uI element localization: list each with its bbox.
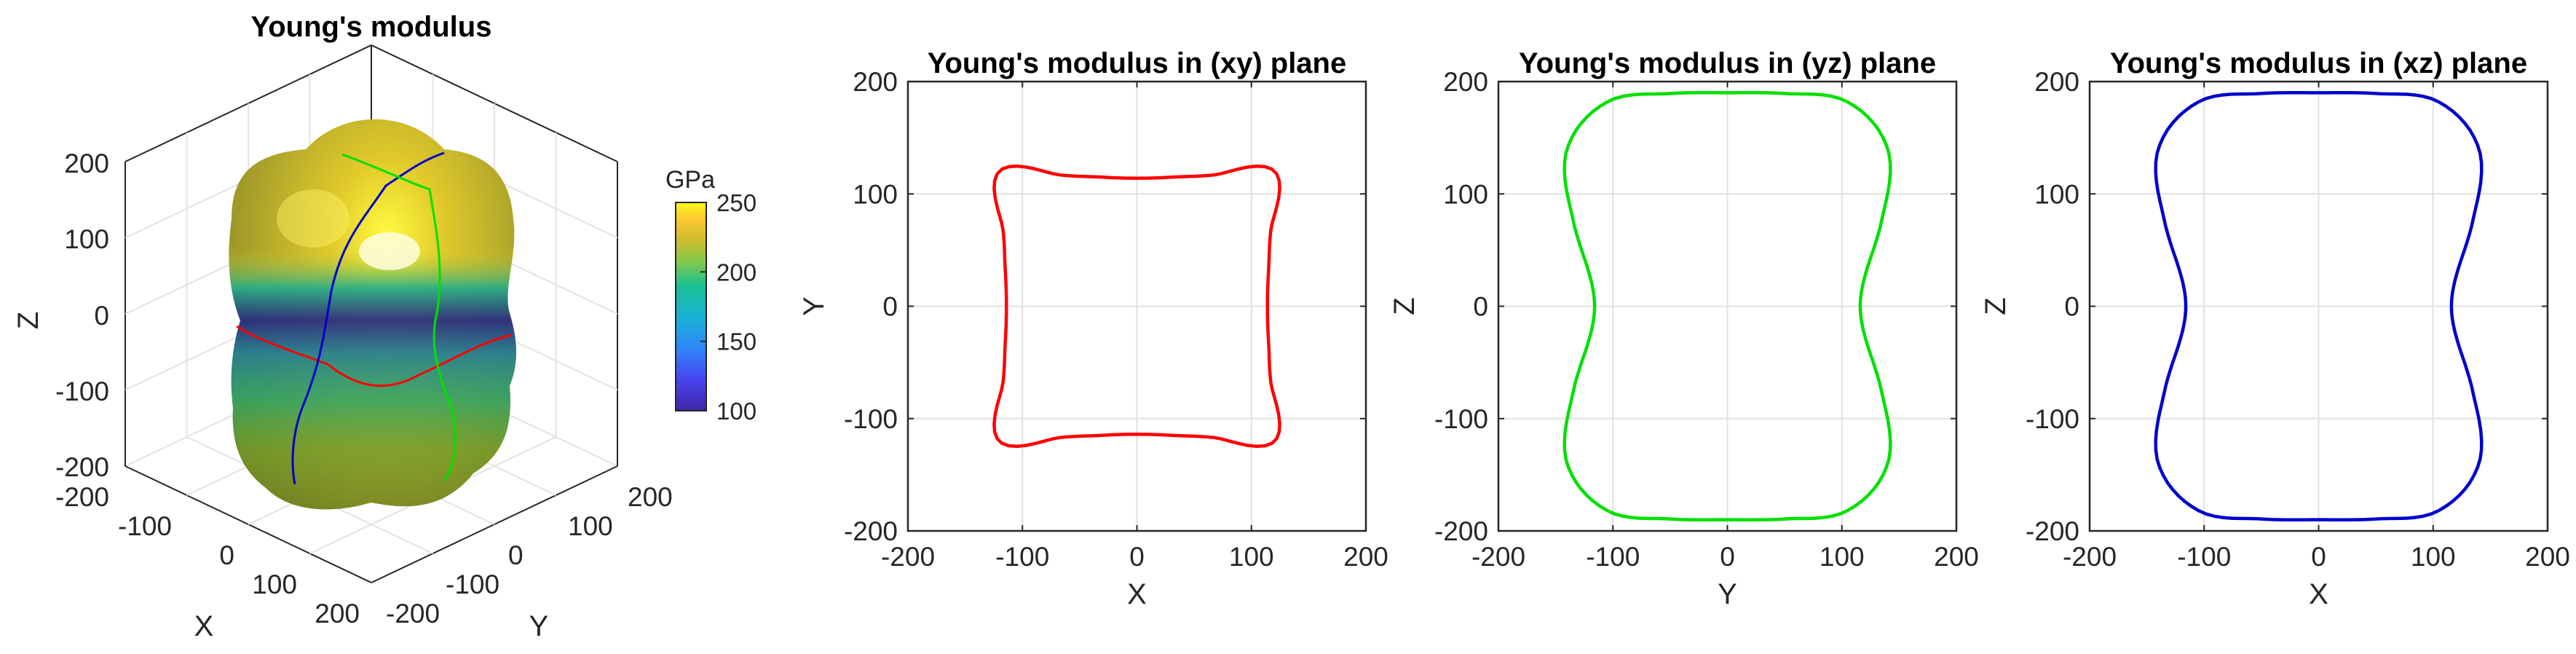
x-tick: -100 (118, 511, 172, 541)
x-tick-label: -200 (881, 542, 935, 572)
y-tick: 100 (568, 511, 613, 541)
y-tick-label: 200 (2034, 67, 2079, 97)
z-tick: 0 (94, 301, 109, 331)
surface-curve-xz (291, 151, 445, 485)
z-tick: -200 (55, 452, 109, 482)
surface-curve-yz (341, 153, 457, 481)
x-axis-ticks: -200 -100 0 100 200 (55, 482, 360, 629)
plane-panel-1: -200 -100 0 100 200 -200 -100 0 100 200 Young's mo… (798, 47, 1388, 610)
y-tick: -200 (386, 599, 440, 629)
y-tick-label: 100 (853, 179, 898, 209)
y-tick-label: 0 (1473, 292, 1488, 322)
y-tick-label: 100 (1443, 179, 1488, 209)
colorbar-tick-label: 200 (716, 259, 756, 285)
x-tick-label: -200 (2063, 542, 2117, 572)
y-tick: 200 (628, 482, 673, 512)
y-tick-label: -100 (2026, 404, 2079, 434)
colorbar-tick-label: 250 (716, 189, 756, 216)
y-tick-label: -100 (1434, 404, 1488, 434)
plane-curve (992, 164, 1281, 449)
y-axis-label: Y (798, 296, 830, 316)
z-tick: 200 (64, 149, 109, 178)
x-tick: 100 (252, 570, 297, 599)
y-tick-label: 200 (853, 67, 898, 97)
z-axis-label: Z (12, 312, 44, 329)
plane-curve (1562, 91, 1892, 521)
plane-title: Young's modulus in (xy) plane (928, 47, 1346, 79)
y-axis-label: Z (1980, 297, 2012, 315)
surface-3d-blob (229, 119, 516, 510)
surface-color-band (229, 119, 516, 510)
x-tick-label: 0 (1129, 542, 1145, 572)
x-axis-label: X (194, 610, 214, 642)
x-axis-label: X (2309, 578, 2328, 610)
plane-curve (2154, 91, 2484, 521)
x-tick-label: 200 (2525, 542, 2570, 572)
y-axis-ticks: -200 -100 0 100 200 (386, 482, 673, 629)
x-tick: -200 (55, 482, 109, 512)
plane-panel-3: -200 -100 0 100 200 -200 -100 0 100 200 Young's mo… (1980, 47, 2570, 610)
z-axis-ticks: 200 100 0 -100 -200 (55, 149, 109, 482)
x-tick: 200 (315, 599, 360, 629)
z-tick: -100 (55, 377, 109, 406)
y-axis-label: Z (1388, 297, 1421, 315)
x-tick-label: 0 (2311, 542, 2326, 572)
y-tick-label: 100 (2034, 179, 2079, 209)
plane-title: Young's modulus in (yz) plane (1519, 47, 1936, 79)
surface-curve-xy (236, 325, 512, 387)
x-tick-label: -100 (2177, 542, 2231, 572)
y-tick: -100 (446, 570, 499, 599)
surface-3d-title: Young's modulus (251, 11, 492, 43)
colorbar-tick-label: 100 (716, 398, 756, 425)
y-tick-label: 0 (2064, 292, 2079, 322)
colorbar-tick-label: 150 (716, 328, 756, 355)
x-tick-label: 100 (2411, 542, 2456, 572)
surface-highlight (359, 232, 420, 270)
y-tick-label: 200 (1443, 67, 1488, 97)
x-tick-label: 200 (1343, 542, 1388, 572)
y-tick-label: -200 (2026, 516, 2079, 546)
x-axis-label: X (1127, 578, 1147, 610)
x-tick-label: -100 (1586, 542, 1640, 572)
colorbar-label: GPa (665, 166, 715, 194)
x-tick-label: 0 (1720, 542, 1735, 572)
y-tick: 0 (508, 540, 524, 570)
colorbar-bar (675, 202, 707, 411)
surface-3d-panel: Young's modulus 200 100 0 (12, 11, 756, 642)
y-tick-label: 0 (882, 292, 898, 322)
y-tick-label: -200 (844, 516, 898, 546)
colorbar-ticks: 100 150 200 250 (700, 189, 756, 425)
x-tick-label: -100 (995, 542, 1049, 572)
x-tick-label: 100 (1820, 542, 1865, 572)
x-tick: 0 (219, 540, 234, 570)
x-tick-label: 200 (1934, 542, 1979, 572)
x-axis-label: Y (1718, 578, 1737, 610)
z-tick: 100 (64, 224, 109, 254)
x-tick-label: -200 (1471, 542, 1525, 572)
y-tick-label: -200 (1434, 516, 1488, 546)
plane-title: Young's modulus in (xz) plane (2110, 47, 2527, 79)
surface-highlight (277, 189, 349, 248)
plane-panel-2: -200 -100 0 100 200 -200 -100 0 100 200 Young's mo… (1388, 47, 1979, 610)
y-axis-label: Y (529, 610, 549, 642)
plane-panels: -200 -100 0 100 200 -200 -100 0 100 200 Young's mo… (798, 47, 2570, 610)
x-tick-label: 100 (1229, 542, 1274, 572)
colorbar: GPa 100 150 200 250 (665, 166, 756, 425)
y-tick-label: -100 (844, 404, 898, 434)
